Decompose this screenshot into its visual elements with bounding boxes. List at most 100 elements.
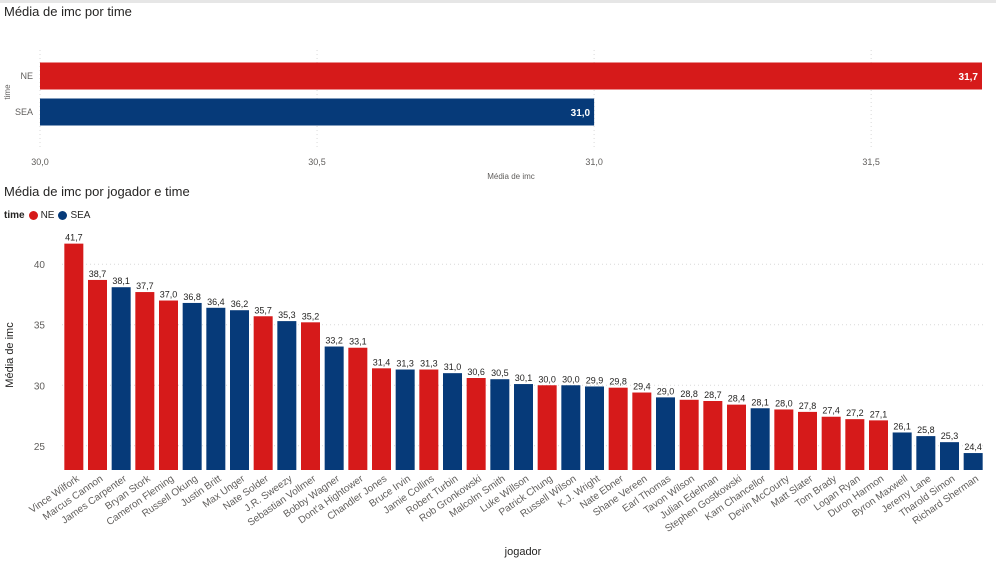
x-tick-label: 31,0 <box>585 157 603 167</box>
bar-value-label: 27,4 <box>822 406 840 416</box>
bar-value-label: 33,1 <box>349 337 367 347</box>
bar-sea <box>490 379 510 470</box>
bar-value-label: 31,0 <box>571 108 591 119</box>
bar-sea <box>585 386 604 470</box>
bar-value-label: 31,4 <box>373 357 391 367</box>
bar-value-label: 25,8 <box>917 425 935 435</box>
bar-value-label: 35,7 <box>254 305 272 315</box>
legend-label-sea: SEA <box>70 209 91 221</box>
bar-value-label: 30,1 <box>515 373 533 383</box>
x-axis-title: jogador <box>504 546 542 558</box>
x-tick-label: 30,5 <box>308 157 326 167</box>
bar-value-label: 35,3 <box>278 310 296 320</box>
y-axis-title: time <box>3 84 12 100</box>
bar-ne <box>372 368 391 470</box>
legend-item-sea[interactable]: SEA <box>58 210 90 221</box>
bar-sea <box>182 302 202 470</box>
bar-value-label: 30,5 <box>491 368 509 378</box>
bar-ne <box>727 404 746 470</box>
y-tick-label: 25 <box>34 442 46 453</box>
bar-ne <box>798 411 817 470</box>
bar-ne <box>64 243 84 470</box>
bar-ne <box>774 409 794 470</box>
bar-value-label: 28,7 <box>704 390 722 400</box>
bar-sea <box>230 310 249 470</box>
bar-value-label: 37,0 <box>160 290 178 300</box>
bar-ne <box>88 279 107 470</box>
bar-sea <box>111 287 131 470</box>
bar-ne <box>845 419 865 470</box>
bar-value-label: 35,2 <box>302 311 320 321</box>
chart2-legend: time NE SEA <box>4 208 94 222</box>
legend-dot-ne <box>28 210 38 220</box>
bar-value-label: 28,4 <box>728 394 746 404</box>
y-tick-label: 40 <box>34 260 46 271</box>
bar-sea <box>443 373 462 470</box>
bar-sea <box>750 408 770 470</box>
legend-dot-sea <box>58 210 68 220</box>
bar-ne <box>821 416 841 470</box>
bar-ne <box>703 401 723 470</box>
bar-ne <box>40 62 982 90</box>
bar-value-label: 29,8 <box>609 377 627 387</box>
bar-sea <box>514 384 533 470</box>
x-tick-label: 31,5 <box>862 157 880 167</box>
bar-value-label: 36,8 <box>183 292 201 302</box>
bar-value-label: 29,0 <box>657 386 675 396</box>
bar-sea <box>206 307 226 470</box>
bar-value-label: 31,3 <box>396 359 414 369</box>
x-tick-label: 30,0 <box>31 157 49 167</box>
bar-ne <box>419 369 439 470</box>
bar-ne <box>632 392 652 470</box>
bar-value-label: 36,2 <box>231 299 249 309</box>
y-tick-label: 35 <box>34 321 46 332</box>
bar-sea <box>561 385 581 470</box>
bar-sea <box>916 436 936 470</box>
bar-ne <box>466 378 486 470</box>
bar-value-label: 29,4 <box>633 382 651 392</box>
bar-sea <box>940 442 959 470</box>
legend-label-ne: NE <box>40 209 55 221</box>
bar-value-label: 28,1 <box>751 397 769 407</box>
bar-value-label: 28,0 <box>775 398 793 408</box>
bar-value-label: 38,1 <box>112 276 130 286</box>
bar-ne <box>348 347 368 470</box>
x-axis-title: Média de imc <box>487 172 535 181</box>
bar-value-label: 30,0 <box>538 374 556 384</box>
legend-item-ne[interactable]: NE <box>28 209 55 221</box>
bar-sea <box>963 453 983 470</box>
y-tick-label: 30 <box>34 381 46 392</box>
y-tick-label: NE <box>20 71 33 81</box>
bar-sea <box>656 397 675 470</box>
top-border <box>0 0 996 3</box>
bar-value-label: 31,7 <box>959 72 979 83</box>
bar-ne <box>135 292 155 470</box>
bar-sea <box>324 346 344 470</box>
chart2-title: Média de imc por jogador e time <box>4 184 190 199</box>
legend-title: time <box>4 209 25 221</box>
bar-ne <box>301 322 320 470</box>
bar-value-label: 41,7 <box>65 233 83 243</box>
bar-value-label: 30,6 <box>467 367 485 377</box>
bar-value-label: 27,8 <box>799 401 817 411</box>
bar-value-label: 36,4 <box>207 297 225 307</box>
bar-ne <box>159 300 178 470</box>
bar-sea <box>40 98 595 126</box>
bar-value-label: 24,4 <box>964 442 982 452</box>
y-axis-title: Média de imc <box>4 322 16 388</box>
bar-sea <box>892 432 912 470</box>
bar-ne <box>869 420 888 470</box>
bar-value-label: 27,1 <box>870 409 888 419</box>
bar-value-label: 37,7 <box>136 281 154 291</box>
bar-ne <box>608 387 628 470</box>
bar-value-label: 33,2 <box>325 336 343 346</box>
bar-value-label: 31,0 <box>444 362 462 372</box>
bar-value-label: 28,8 <box>680 389 698 399</box>
bar-value-label: 31,3 <box>420 359 438 369</box>
y-tick-label: SEA <box>15 107 33 117</box>
chart1-title: Média de imc por time <box>4 4 132 19</box>
bar-value-label: 29,9 <box>586 375 604 385</box>
bar-value-label: 27,2 <box>846 408 864 418</box>
